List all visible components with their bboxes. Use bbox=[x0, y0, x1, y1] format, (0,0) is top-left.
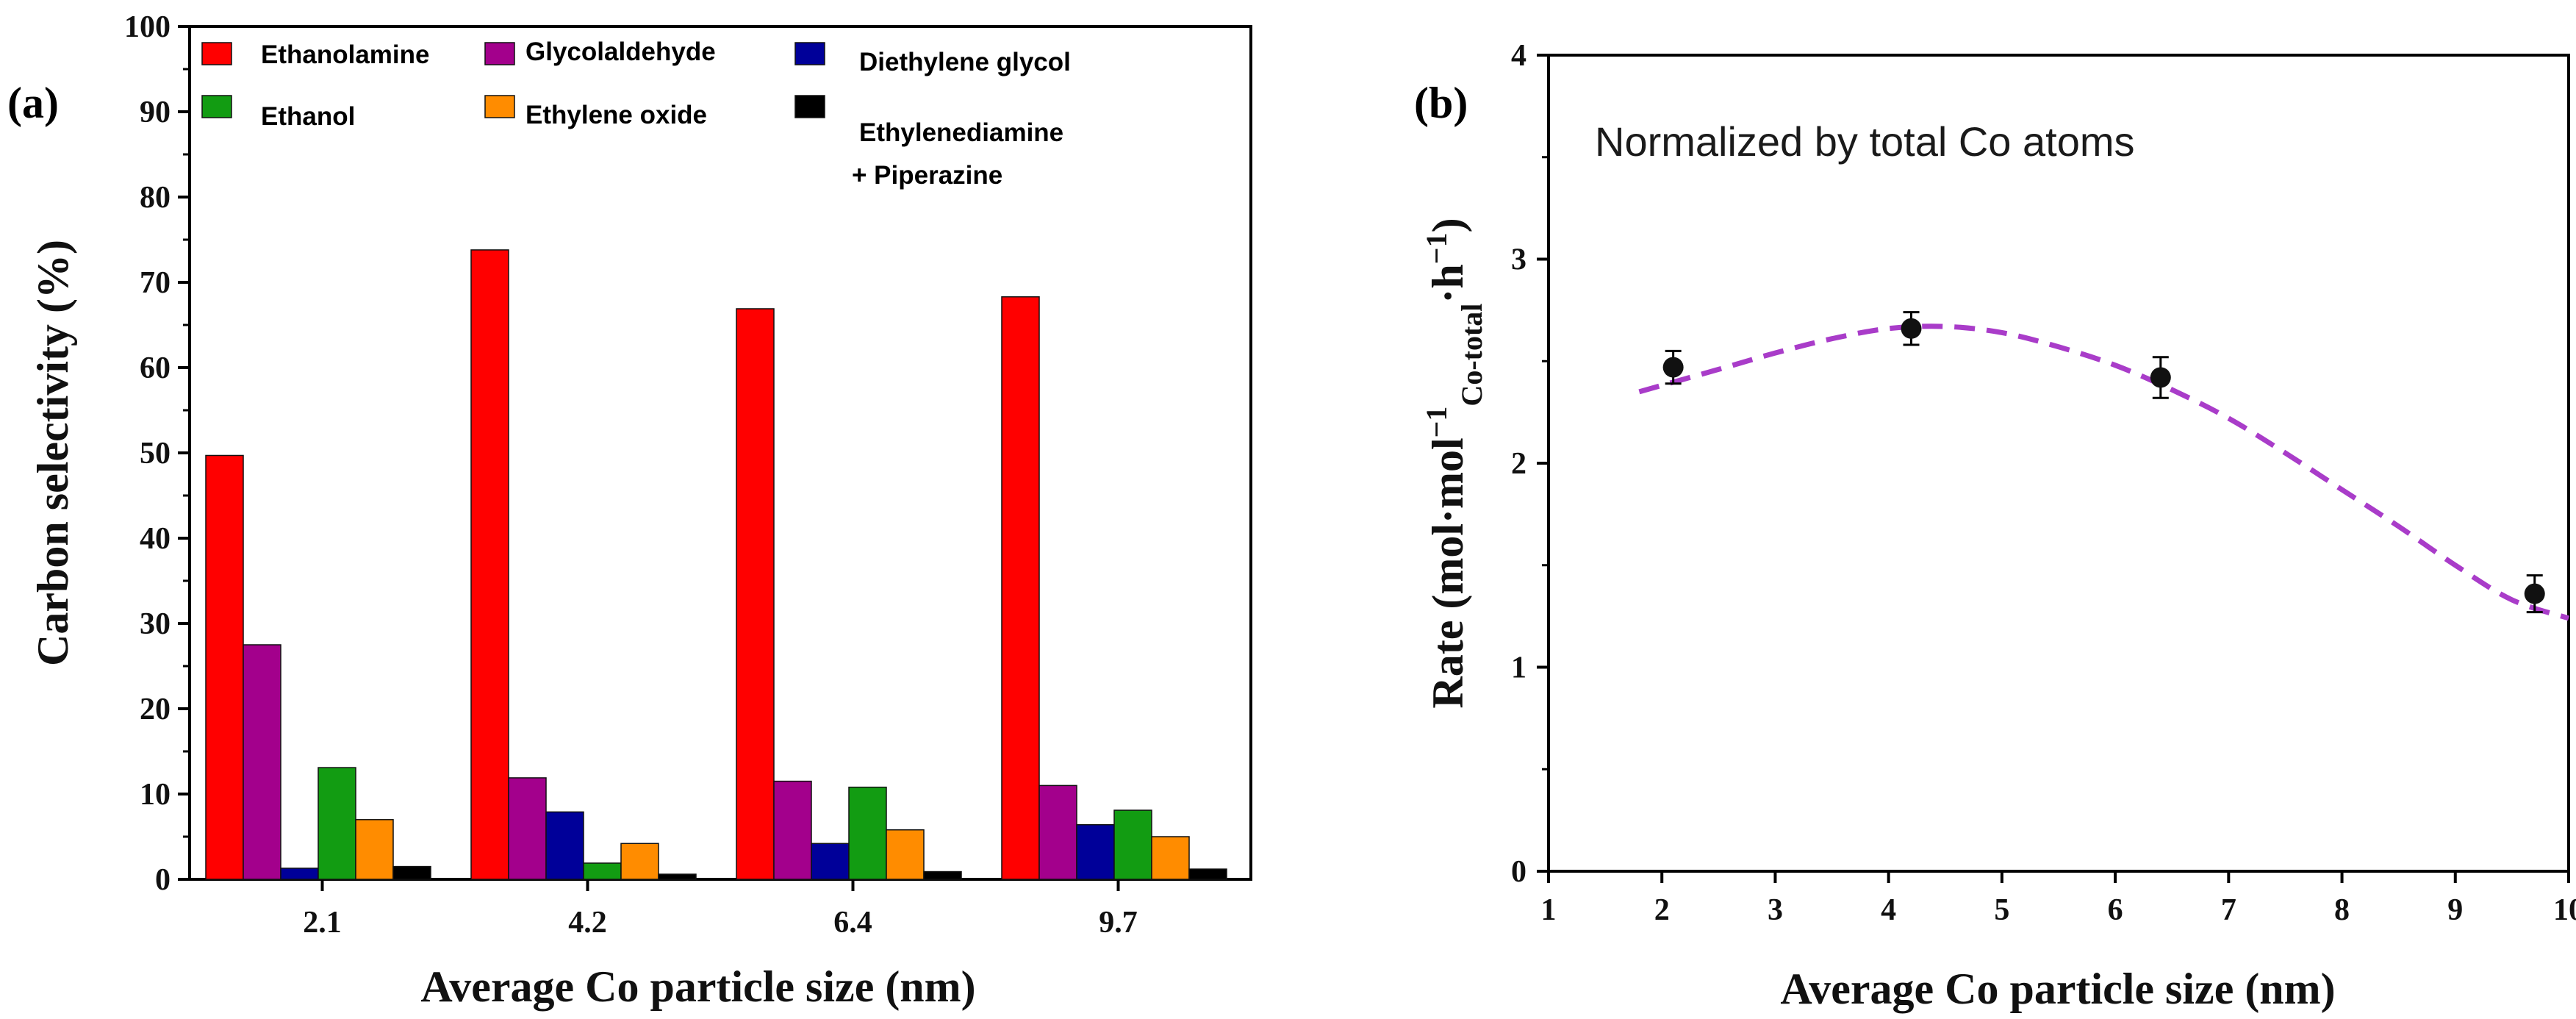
data-point bbox=[1662, 357, 1684, 378]
bar bbox=[470, 249, 509, 880]
panel-b-ylabel-sup2: −1 bbox=[1420, 232, 1453, 264]
panel-b-annotation: Normalized by total Co atoms bbox=[1595, 118, 2135, 165]
bar bbox=[545, 811, 584, 880]
data-point bbox=[1901, 318, 1922, 339]
data-point bbox=[2524, 583, 2545, 604]
panel-a-y-axis-title: Carbon selectivity (%) bbox=[29, 240, 77, 666]
y-tick-label: 50 bbox=[140, 437, 171, 471]
y-tick-label: 4 bbox=[1511, 39, 1526, 73]
y-tick-label: 2 bbox=[1511, 447, 1526, 481]
panel-b-y-axis-title: Rate (mol·mol−1Co-total·h−1) bbox=[1420, 218, 1488, 708]
panel-a-label: (a) bbox=[7, 79, 59, 127]
x-tick-label: 2.1 bbox=[303, 906, 342, 940]
bar bbox=[355, 819, 394, 880]
bar bbox=[392, 865, 431, 880]
y-tick-label: 3 bbox=[1511, 243, 1526, 277]
panel-a-x-axis-title: Average Co particle size (nm) bbox=[420, 962, 975, 1011]
x-tick-label: 4 bbox=[1881, 893, 1896, 927]
legend-swatch bbox=[201, 42, 232, 65]
legend-swatch bbox=[484, 95, 515, 118]
x-tick-label: 2 bbox=[1654, 893, 1670, 927]
panel-a-bars bbox=[205, 249, 1227, 880]
bar bbox=[1001, 296, 1040, 880]
x-tick-label: 5 bbox=[1994, 893, 2009, 927]
legend-swatch bbox=[794, 42, 825, 65]
panel-a-legend: Ethanolamine Glycolaldehyde Diethylene gly… bbox=[201, 37, 1071, 190]
panel-b-ylabel-sub: Co-total bbox=[1455, 304, 1488, 407]
legend-entry: Diethylene glycol bbox=[859, 48, 1071, 76]
legend-swatch bbox=[201, 95, 232, 118]
data-point bbox=[2150, 367, 2171, 388]
x-tick-label: 8 bbox=[2334, 893, 2350, 927]
panel-b-ylabel-sup1: −1 bbox=[1420, 407, 1453, 438]
x-tick-label: 1 bbox=[1541, 893, 1557, 927]
bar bbox=[620, 843, 659, 880]
x-tick-label: 7 bbox=[2221, 893, 2236, 927]
bar bbox=[1038, 784, 1077, 880]
bar bbox=[886, 829, 925, 880]
panel-b-frame bbox=[1547, 54, 2570, 873]
panel-b-ylabel-mid: ·h bbox=[1424, 264, 1472, 303]
x-tick-label: 6.4 bbox=[833, 906, 872, 940]
panel-a-frame bbox=[188, 25, 1252, 881]
bar bbox=[848, 786, 887, 880]
y-tick-label: 10 bbox=[140, 778, 171, 812]
legend-entry: Glycolaldehyde bbox=[525, 37, 716, 66]
legend-entry: Ethanol bbox=[261, 102, 355, 131]
x-tick-label: 10 bbox=[2553, 893, 2576, 927]
x-tick-label: 6 bbox=[2108, 893, 2123, 927]
x-tick-label: 3 bbox=[1768, 893, 1783, 927]
y-tick-label: 1 bbox=[1511, 651, 1526, 685]
legend-swatch bbox=[484, 42, 515, 65]
bar bbox=[658, 873, 697, 880]
legend-entry: Ethylenediamine bbox=[859, 118, 1063, 147]
panel-b-y-axis: 0 1 2 3 4 bbox=[1511, 39, 1549, 889]
bar bbox=[1076, 824, 1115, 880]
y-tick-label: 70 bbox=[140, 266, 171, 300]
bar bbox=[923, 870, 962, 880]
y-tick-label: 90 bbox=[140, 96, 171, 129]
y-tick-label: 80 bbox=[140, 181, 171, 215]
bar bbox=[1151, 836, 1190, 880]
panel-b-ylabel-suffix: ) bbox=[1424, 218, 1472, 232]
x-tick-label: 9.7 bbox=[1099, 906, 1138, 940]
panel-a-x-axis: 2.1 4.2 6.4 9.7 bbox=[303, 879, 1138, 940]
bar bbox=[1188, 868, 1227, 880]
legend-entry: Ethylene oxide bbox=[525, 101, 707, 129]
y-tick-label: 0 bbox=[1511, 855, 1526, 889]
legend-swatch bbox=[794, 95, 825, 118]
y-tick-label: 40 bbox=[140, 522, 171, 556]
bar bbox=[508, 777, 547, 880]
bar bbox=[773, 780, 812, 880]
bar bbox=[317, 767, 356, 880]
bar bbox=[583, 862, 622, 880]
y-tick-label: 20 bbox=[140, 693, 171, 726]
legend-entry: Ethanolamine bbox=[261, 40, 429, 69]
y-tick-label: 30 bbox=[140, 607, 171, 641]
bar bbox=[243, 644, 281, 880]
panel-a-y-axis: 0 10 20 30 40 50 60 70 80 90 100 bbox=[124, 10, 190, 897]
bar bbox=[280, 868, 319, 880]
panel-b-x-axis-title: Average Co particle size (nm) bbox=[1780, 965, 2335, 1013]
x-tick-label: 4.2 bbox=[568, 906, 607, 940]
panel-b-label: (b) bbox=[1414, 79, 1468, 127]
y-tick-label: 100 bbox=[124, 10, 171, 44]
legend-entry: + Piperazine bbox=[852, 161, 1002, 190]
bar bbox=[205, 454, 244, 880]
panel-b-ylabel-prefix: Rate (mol·mol bbox=[1424, 437, 1472, 708]
bar bbox=[1113, 809, 1152, 880]
bar bbox=[811, 843, 850, 880]
x-tick-label: 9 bbox=[2447, 893, 2463, 927]
panel-b-fit-curve bbox=[1638, 323, 2570, 621]
bar bbox=[736, 308, 775, 880]
panel-b-x-axis: 1 2 3 4 5 6 7 8 9 10 bbox=[1541, 871, 2576, 927]
panel-b-points bbox=[1662, 311, 2545, 614]
y-tick-label: 0 bbox=[155, 863, 171, 897]
y-tick-label: 60 bbox=[140, 351, 171, 385]
